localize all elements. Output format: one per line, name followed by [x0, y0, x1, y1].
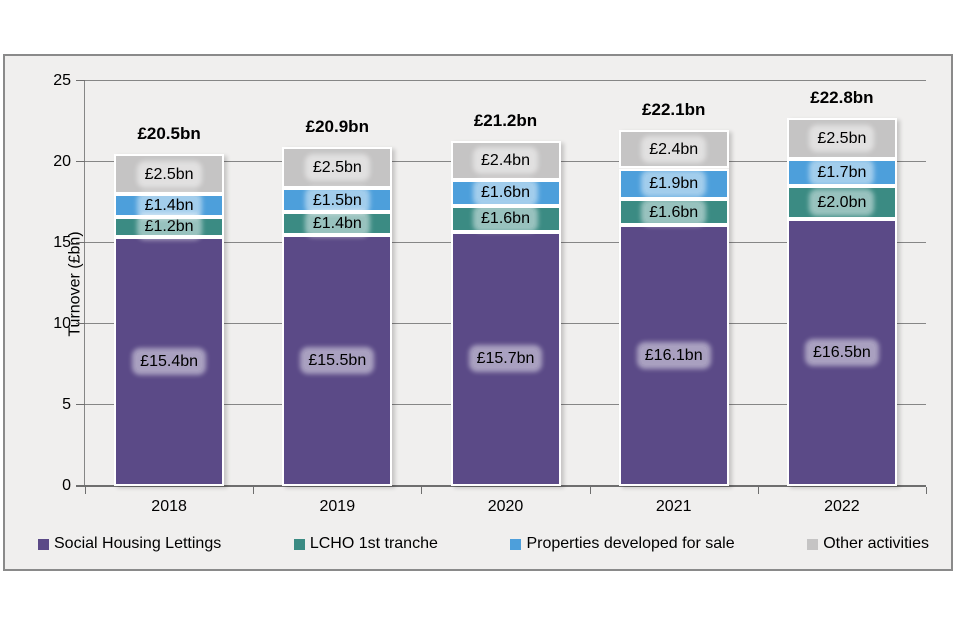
bar-segment: £1.7bn: [786, 158, 897, 187]
bar-segment: £1.5bn: [282, 187, 393, 213]
y-axis-tick: [76, 80, 85, 81]
legend-label: Properties developed for sale: [526, 535, 735, 552]
y-tick-label: 10: [53, 315, 71, 332]
y-tick-label: 0: [62, 477, 71, 494]
segment-value-label: £15.5bn: [304, 350, 371, 370]
x-category-label: 2020: [487, 498, 524, 515]
y-tick-label: 5: [62, 396, 71, 413]
segment-value-label: £1.4bn: [308, 214, 366, 234]
y-axis-tick: [76, 161, 85, 162]
segment-value-label: £2.5bn: [813, 129, 871, 149]
y-tick-label: 15: [53, 234, 71, 251]
bar-segment: £2.5bn: [282, 147, 393, 188]
bar-segment: £2.4bn: [618, 129, 729, 169]
bar-segment: £15.5bn: [282, 234, 393, 486]
bar-segment: £2.5bn: [786, 118, 897, 159]
total-value-label: £22.8bn: [810, 88, 874, 108]
total-value-label: £21.2bn: [473, 110, 538, 130]
total-value-label: £20.5bn: [137, 123, 201, 143]
segment-value-label: £1.5bn: [308, 190, 366, 210]
bar-segment: £2.0bn: [786, 186, 897, 219]
bar-2018: £15.4bn £1.2bn £1.4bn £2.5bn: [114, 153, 225, 486]
segment-value-label: £1.6bn: [645, 202, 703, 222]
segment-value-label: £2.4bn: [477, 150, 534, 170]
bar-segment: £1.6bn: [450, 205, 561, 232]
bar-segment: £15.7bn: [450, 231, 561, 486]
segment-value-label: £16.5bn: [808, 342, 875, 362]
y-axis-tick: [76, 404, 85, 405]
bar-segment: £1.4bn: [282, 212, 393, 235]
legend-swatch-icon: [807, 538, 819, 550]
x-axis-line: [76, 485, 926, 487]
x-axis-tick: [589, 487, 591, 494]
total-value-label: £22.1bn: [642, 99, 706, 119]
bar-segment: £2.5bn: [114, 153, 225, 195]
y-tick-label: 25: [53, 72, 71, 89]
segment-value-label: £15.4bn: [136, 351, 203, 371]
bar-2022: £16.5bn £2.0bn £1.7bn £2.5bn: [786, 118, 897, 486]
segment-value-label: £1.2bn: [140, 217, 198, 237]
bar-2020: £15.7bn £1.6bn £1.6bn £2.4bn: [450, 140, 561, 486]
legend-label: LCHO 1st tranche: [309, 535, 438, 552]
segment-value-label: £2.0bn: [813, 193, 871, 212]
legend-label: Other activities: [823, 535, 929, 552]
x-category-label: 2021: [655, 498, 692, 515]
legend-item: Social Housing Lettings: [38, 535, 221, 553]
gridline: [85, 80, 926, 81]
bar-2021: £16.1bn £1.6bn £1.9bn £2.4bn: [618, 129, 729, 486]
chart-legend: Social Housing Lettings LCHO 1st tranche P…: [38, 535, 929, 553]
y-axis-tick: [76, 242, 85, 243]
x-axis-tick: [421, 487, 423, 494]
bar-segment: £1.4bn: [114, 194, 225, 218]
segment-value-label: £1.9bn: [645, 174, 703, 194]
plot-area: Turnover (£bn) 0 5 10 15 20 25 £15.4bn £1.2bn £1…: [53, 72, 927, 515]
x-axis-tick: [926, 487, 927, 494]
segment-value-label: £2.4bn: [645, 139, 703, 159]
segment-value-label: £2.5bn: [308, 158, 366, 178]
total-value-label: £20.9bn: [305, 117, 369, 137]
legend-item: Other activities: [807, 535, 929, 553]
segment-value-label: £1.7bn: [813, 163, 871, 183]
y-axis-tick: [76, 323, 85, 324]
segment-value-label: £16.1bn: [640, 346, 707, 366]
bar-segment: £16.5bn: [786, 218, 897, 486]
segment-value-label: £1.6bn: [477, 183, 534, 203]
legend-swatch-icon: [38, 538, 49, 550]
segment-value-label: £1.4bn: [140, 196, 198, 216]
chart-frame: Turnover (£bn) 0 5 10 15 20 25 £15.4bn £1.2bn £1…: [3, 54, 953, 571]
bar-2019: £15.5bn £1.4bn £1.5bn £2.5bn: [282, 147, 393, 486]
x-axis-tick: [253, 487, 255, 494]
bar-segment: £2.4bn: [450, 140, 561, 180]
segment-value-label: £2.5bn: [140, 164, 198, 184]
legend-label: Social Housing Lettings: [54, 535, 222, 552]
y-tick-label: 20: [53, 153, 71, 170]
bar-segment: £16.1bn: [618, 225, 729, 486]
x-axis-tick: [757, 487, 759, 494]
x-category-label: 2018: [151, 498, 187, 515]
segment-value-label: £1.6bn: [477, 209, 534, 229]
x-axis-tick: [85, 487, 86, 494]
legend-swatch-icon: [510, 538, 522, 550]
legend-item: LCHO 1st tranche: [293, 535, 438, 553]
bar-segment: £15.4bn: [114, 236, 225, 486]
legend-swatch-icon: [293, 538, 305, 550]
legend-item: Properties developed for sale: [510, 535, 735, 553]
bar-segment: £1.6bn: [618, 199, 729, 226]
x-category-label: 2022: [824, 498, 860, 515]
bar-segment: £1.2bn: [114, 217, 225, 237]
bar-segment: £1.6bn: [450, 179, 561, 206]
bar-segment: £1.9bn: [618, 168, 729, 200]
x-category-label: 2019: [319, 498, 356, 515]
segment-value-label: £15.7bn: [472, 349, 539, 369]
